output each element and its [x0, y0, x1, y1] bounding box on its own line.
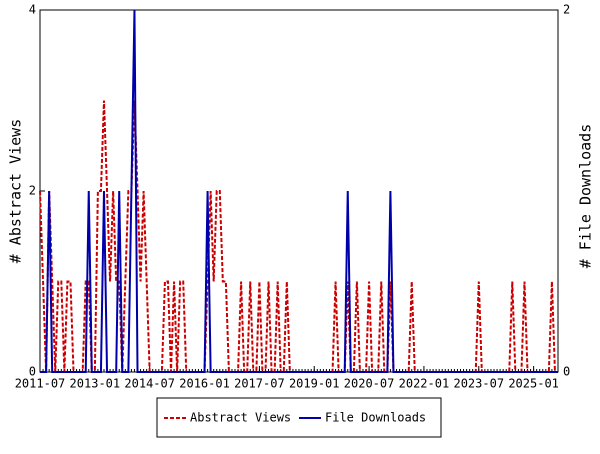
y2-tick-label: 0	[563, 365, 570, 379]
y2-axis-title: # File Downloads	[577, 124, 595, 269]
series-line	[40, 9, 558, 373]
x-tick-label: 2013-01	[70, 377, 121, 391]
x-tick-label: 2020-07	[344, 377, 395, 391]
y2-tick-label: 2	[563, 3, 570, 17]
y-axis-title: # Abstract Views	[7, 119, 25, 264]
plot-frame	[39, 9, 559, 373]
x-tick-label: 2016-01	[179, 377, 230, 391]
y-tick-label: 0	[29, 365, 36, 379]
x-tick-label: 2023-07	[453, 377, 504, 391]
x-tick-label: 2014-07	[124, 377, 175, 391]
x-tick-label: 2019-01	[289, 377, 340, 391]
y-tick-label: 4	[29, 3, 36, 17]
x-tick-label: 2025-01	[508, 377, 559, 391]
x-tick-label: 2022-01	[399, 377, 450, 391]
y-tick-label: 2	[29, 184, 36, 198]
legend-label: File Downloads	[325, 411, 426, 425]
legend-label: Abstract Views	[190, 411, 291, 425]
x-tick-label: 2011-07	[15, 377, 66, 391]
x-tick-label: 2017-07	[234, 377, 285, 391]
